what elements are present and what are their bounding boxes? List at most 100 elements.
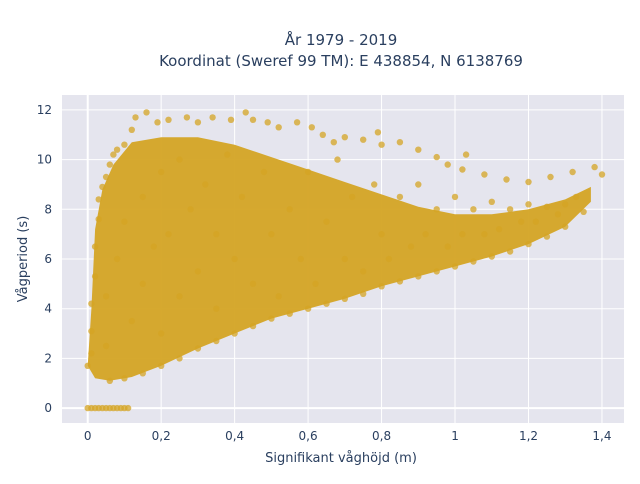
scatter-point [360,136,367,143]
scatter-point [158,362,165,369]
scatter-point [562,201,569,208]
scatter-point [312,280,319,287]
scatter-point [371,181,378,188]
scatter-point [95,196,102,203]
scatter-point [194,268,202,275]
scatter-point [227,116,235,124]
scatter-point [598,171,606,178]
y-axis-title: Vågperiod (s) [16,216,31,303]
scatter-point [249,116,257,124]
scatter-point [319,131,326,138]
scatter-point [110,151,117,158]
scatter-point [293,119,301,126]
scatter-point [470,206,477,213]
scatter-point [330,139,337,146]
scatter-point [176,293,183,300]
scatter-point [202,181,209,188]
y-tick-label: 12 [37,103,52,117]
scatter-point [525,178,532,186]
scatter-point [334,156,341,163]
scatter-point [415,273,422,280]
scatter-point [275,293,282,300]
scatter-point [573,193,580,201]
scatter-point [286,310,293,317]
scatter-point [547,173,554,181]
scatter-point [88,350,95,357]
scatter-point [113,146,121,153]
scatter-point [304,305,312,312]
scatter-point [378,141,385,148]
scatter-point [268,231,275,238]
scatter-point [128,317,135,325]
scatter-point [264,119,271,126]
scatter-point [360,290,367,297]
scatter-point [249,280,257,287]
chart-title-line-2: Koordinat (Sweref 99 TM): E 438854, N 61… [159,52,523,70]
scatter-point [459,166,466,173]
scatter-point [158,330,165,337]
scatter-point [407,243,415,250]
scatter-point [543,233,551,240]
scatter-point [591,163,598,171]
scatter-point [99,183,106,191]
scatter-point [102,293,110,300]
scatter-point [132,114,139,121]
scatter-point [433,206,440,213]
scatter-point [143,109,150,116]
scatter-point [543,203,551,210]
scatter-point [121,141,128,148]
scatter-point [209,114,216,121]
scatter-point [341,255,348,263]
scatter-point [488,198,495,205]
y-tick-label: 10 [37,153,52,167]
scatter-point [113,255,121,263]
scatter-point [525,240,532,248]
scatter-point [165,231,172,238]
scatter-point [422,231,429,238]
scatter-point [378,283,385,290]
scatter-point [349,193,356,201]
scatter-point [249,322,257,330]
scatter-point [213,231,220,238]
scatter-point [165,116,172,124]
x-tick-label: 1,4 [592,429,611,443]
scatter-point [396,139,404,146]
scatter-point [503,176,510,183]
scatter-point [268,315,275,322]
scatter-point [183,114,191,121]
scatter-point [139,193,146,201]
scatter-point [562,223,569,230]
scatter-point [102,173,110,181]
scatter-point [304,168,312,176]
scatter-point [224,151,231,158]
scatter-point [88,327,95,335]
scatter-point [176,156,183,163]
scatter-point [121,218,128,225]
scatter-point [532,218,539,225]
scatter-point [506,248,514,255]
scatter-point [374,129,382,136]
scatter-point [106,377,114,384]
x-tick-label: 0 [84,429,92,443]
scatter-point [433,153,440,161]
scatter-point [341,134,348,141]
scatter-point [91,273,99,280]
scatter-point [396,278,404,285]
scatter-point [260,168,268,176]
scatter-point [121,375,128,382]
x-tick-label: 0,8 [372,429,391,443]
scatter-point [506,206,514,213]
scatter-point [102,342,110,350]
data-points [84,109,606,412]
scatter-point [275,124,282,131]
scatter-point [481,171,488,178]
scatter-point [84,362,91,369]
scatter-point [286,206,293,213]
scatter-point [323,300,330,307]
scatter-point [554,211,562,218]
y-tick-label: 0 [44,401,52,415]
scatter-point [451,263,459,270]
x-tick-label: 1 [451,429,459,443]
